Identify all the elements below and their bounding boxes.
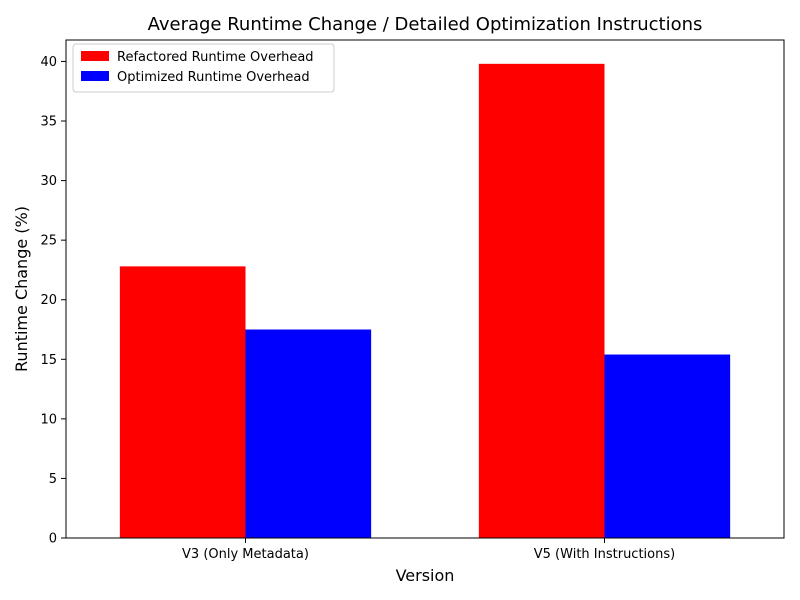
legend-label-1: Optimized Runtime Overhead xyxy=(117,70,310,85)
bar-refactored-0 xyxy=(119,266,246,538)
legend-box xyxy=(72,43,335,93)
y-tick-label: 35 xyxy=(40,115,57,130)
bar-optimized-0 xyxy=(245,329,372,538)
legend-label-0: Refactored Runtime Overhead xyxy=(117,50,314,65)
y-tick-label: 10 xyxy=(40,412,57,427)
y-axis: 0 5 10 15 20 25 30 35 40 xyxy=(40,55,66,547)
y-tick-label: 20 xyxy=(40,293,57,308)
axes-frame xyxy=(65,39,785,539)
x-axis: V3 (Only Metadata) V5 (With Instructions) xyxy=(182,538,675,562)
chart-title: Average Runtime Change / Detailed Optimi… xyxy=(148,14,703,35)
legend-swatch-0 xyxy=(81,51,109,61)
y-tick-label: 5 xyxy=(49,472,57,487)
y-tick-label: 40 xyxy=(40,55,57,70)
y-tick-label: 0 xyxy=(49,532,57,547)
y-tick-label: 25 xyxy=(40,234,57,249)
bar-refactored-1 xyxy=(478,63,605,538)
y-axis-label: Runtime Change (%) xyxy=(12,206,31,372)
x-tick-label: V3 (Only Metadata) xyxy=(182,547,309,562)
x-axis-label: Version xyxy=(396,566,455,585)
y-tick-label: 30 xyxy=(40,174,57,189)
y-tick-label: 15 xyxy=(40,353,57,368)
x-tick-label: V5 (With Instructions) xyxy=(534,547,675,562)
plot-area xyxy=(119,63,731,538)
bar-optimized-1 xyxy=(604,354,731,538)
legend: Refactored Runtime Overhead Optimized Run… xyxy=(72,43,335,93)
legend-swatch-1 xyxy=(81,71,109,81)
